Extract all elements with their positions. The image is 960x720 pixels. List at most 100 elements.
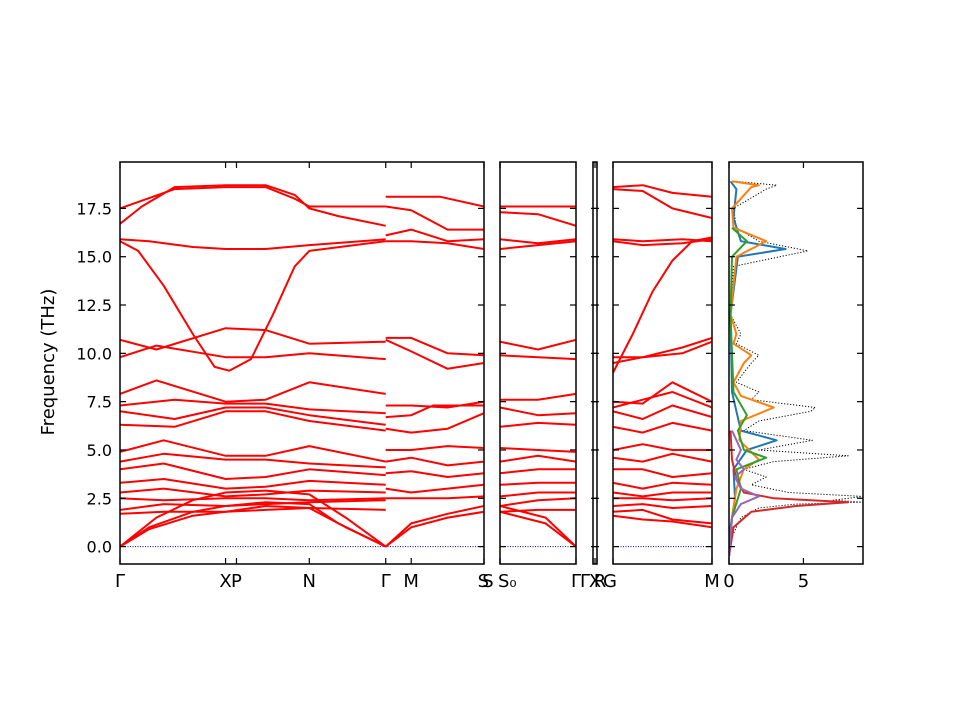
phonon-band	[120, 238, 386, 250]
phonon-band	[120, 379, 386, 403]
phonon-band	[613, 184, 712, 198]
phonon-band	[120, 398, 386, 415]
phonon-band	[613, 508, 712, 525]
x-tick-label: R	[594, 571, 607, 592]
phonon-band	[500, 354, 576, 361]
phonon-band	[385, 483, 484, 494]
phonon-band	[500, 468, 576, 475]
y-tick-label: 0.0	[87, 538, 112, 557]
phonon-band	[500, 240, 576, 250]
panel-path-1	[120, 184, 484, 548]
phonon-band	[120, 344, 386, 361]
phonon-band	[500, 508, 576, 513]
y-tick-label: 10.0	[76, 344, 112, 363]
y-tick-label: 17.5	[76, 199, 112, 218]
partial-dos-curve	[729, 430, 760, 557]
phonon-band	[613, 481, 712, 490]
y-tick-label: 7.5	[87, 393, 112, 412]
phonon-band	[120, 487, 386, 498]
phonon-band	[120, 410, 386, 432]
axes-frames	[119, 161, 864, 565]
phonon-band	[500, 510, 576, 548]
x-tick-label: Γ	[115, 571, 125, 592]
phonon-band	[500, 454, 576, 463]
x-tick-label: G	[603, 571, 617, 592]
x-tick-label: P	[231, 571, 242, 592]
phonon-band	[500, 481, 576, 486]
x-tick-label: X	[589, 571, 601, 592]
phonon-band	[500, 497, 576, 507]
phonon-band	[613, 391, 712, 409]
tick-labels: 0.02.55.07.510.012.515.017.5Γ X P N Γ M SS S₀ ΓΓ…	[76, 199, 809, 592]
phonon-band	[613, 443, 712, 451]
phonon-band	[500, 392, 576, 401]
x-tick-label: Γ	[571, 571, 581, 592]
phonon-band	[500, 338, 576, 351]
phonon-band	[385, 240, 484, 250]
plot-data	[120, 180, 863, 557]
phonon-band	[613, 503, 712, 509]
phonon-band	[385, 510, 484, 548]
phonon-band	[385, 404, 484, 419]
panel-path-2	[500, 205, 576, 548]
panel-path-4	[613, 184, 712, 548]
x-tick-label: 5	[798, 571, 809, 592]
x-tick-label: S	[478, 571, 489, 592]
phonon-band	[120, 406, 386, 426]
phonon-band	[613, 497, 712, 502]
phonon-band	[613, 468, 712, 478]
phonon-band	[500, 238, 576, 245]
phonon-band	[613, 238, 712, 247]
phonon-band	[613, 452, 712, 463]
phonon-band	[613, 340, 712, 364]
x-tick-label: 0	[723, 571, 734, 592]
panel-frame	[499, 161, 577, 565]
partial-dos-curve	[729, 430, 850, 557]
y-axis-label: Frequency (THz)	[38, 289, 59, 436]
panel-frame	[592, 161, 598, 565]
phonon-band	[613, 491, 712, 498]
phonon-band	[120, 186, 386, 210]
phonon-band	[613, 404, 712, 420]
phonon-band	[385, 505, 484, 548]
phonon-band	[120, 478, 386, 490]
phonon-band	[120, 452, 386, 469]
phonon-band	[613, 514, 712, 529]
phonon-band	[120, 184, 386, 227]
phonon-band	[500, 421, 576, 428]
panel-frame	[728, 161, 864, 565]
y-tick-label: 5.0	[87, 441, 112, 460]
phonon-band	[500, 505, 576, 548]
total-dos-curve	[729, 180, 863, 557]
x-tick-label: S	[482, 571, 493, 592]
phonon-band	[385, 338, 484, 370]
x-tick-label: Γ	[580, 571, 590, 592]
phonon-band	[120, 489, 387, 548]
phonon-band	[385, 495, 484, 500]
phonon-band	[120, 240, 386, 372]
phonon-band	[385, 412, 484, 434]
panel-frame	[119, 161, 485, 565]
phonon-band	[120, 505, 387, 548]
phonon-band	[500, 406, 576, 417]
x-tick-label: N	[303, 571, 316, 592]
phonon-band	[500, 211, 576, 227]
phonon-band	[385, 470, 484, 478]
y-tick-label: 12.5	[76, 296, 112, 315]
phonon-band	[613, 381, 712, 405]
y-tick-label: 2.5	[87, 489, 112, 508]
x-tick-label: S₀	[498, 571, 517, 592]
phonon-band	[613, 188, 712, 219]
panel-frame	[612, 161, 713, 565]
phonon-band	[613, 421, 712, 434]
phonon-band	[500, 491, 576, 498]
phonon-band	[120, 497, 386, 502]
phonon-band	[500, 447, 576, 453]
phonon-band	[385, 336, 484, 357]
x-tick-label: M	[704, 571, 720, 592]
phonon-band	[613, 336, 712, 359]
phonon-band	[385, 205, 484, 231]
phonon-band	[120, 507, 386, 515]
phonon-band	[385, 445, 484, 451]
